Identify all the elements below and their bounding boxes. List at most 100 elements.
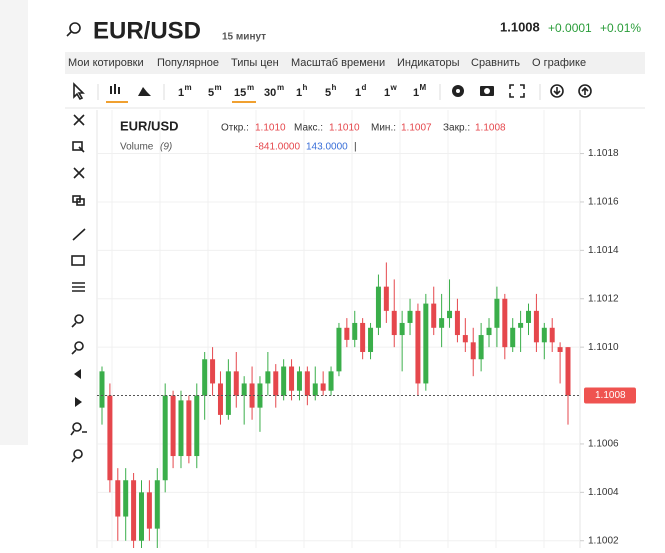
candle-body [138,492,144,541]
candle-body [202,359,208,396]
legend-value: 1.1010 [329,123,360,134]
menu-item[interactable]: Индикаторы [397,57,460,69]
scroll-right[interactable] [75,397,82,407]
candle-body [439,318,445,328]
volume-label: Volume [120,142,154,153]
tool[interactable] [73,167,85,179]
candle-body [296,371,302,391]
timeframe-unit[interactable]: m [185,83,192,92]
timeframe[interactable]: 1 [355,87,361,99]
timeframe[interactable]: 15 [234,87,246,99]
side-panel [0,0,28,445]
candle-body [407,310,413,323]
timeframe-unit[interactable]: d [362,83,367,92]
candle-body [217,383,223,415]
candle-body [533,310,539,343]
settings-icon[interactable] [452,85,464,97]
search-icon[interactable] [66,22,81,37]
timeframe-unit[interactable]: m [247,83,254,92]
menu-item[interactable]: Типы цен [231,57,279,69]
fullscreen-icon[interactable] [509,84,525,98]
candle-body [115,480,121,517]
menu-item[interactable]: Популярное [157,57,219,69]
timeframe[interactable]: 5 [208,87,214,99]
close-tool[interactable] [73,114,85,126]
candle-body [289,366,295,391]
candle-body [360,322,366,352]
legend-label: Макс.: [294,123,323,134]
tool[interactable] [72,195,85,206]
candle-body [146,492,152,529]
candle-body [170,395,176,457]
legend-label: Закр.: [443,123,470,134]
candle-body [486,327,492,336]
candle-body [541,327,547,343]
menu-item[interactable]: Мои котировки [68,57,144,69]
candle-body [225,371,231,415]
candle-body [273,371,279,396]
active-timeframe [232,101,256,103]
timeframe-unit[interactable]: h [332,83,337,92]
candle-body [447,310,453,319]
timeframe[interactable]: 5 [325,87,331,99]
candle-body [494,298,500,328]
candle-body [383,286,389,311]
legend-label: Мин.: [371,123,396,134]
change-pct: +0.01% [600,21,641,35]
candle-body [502,298,508,348]
zoom-out-tool[interactable] [71,341,84,355]
timeframe-unit[interactable]: m [215,83,222,92]
fib-tool[interactable] [72,282,85,292]
candle-type[interactable] [106,84,128,103]
menu-item[interactable]: Сравнить [471,57,520,69]
upload-icon[interactable] [578,84,592,98]
candle-body [304,371,310,396]
timeframe[interactable]: 1 [296,87,302,99]
legend-value: 1.1007 [401,123,432,134]
candle-body [391,310,397,336]
menu-item[interactable]: О графике [532,57,586,69]
camera-icon[interactable] [480,86,494,96]
candle-body [423,303,429,384]
grid [97,110,584,548]
tool[interactable] [71,449,83,463]
candle-body [178,400,184,457]
candle-body [415,310,421,384]
candle-body [368,327,374,352]
rect-tool[interactable] [71,255,85,266]
y-tick-label: 1.1014 [588,245,619,256]
timeframe[interactable]: 1 [413,87,419,99]
zoom-in-tool[interactable] [71,314,84,328]
timeframe-unit[interactable]: w [390,83,398,92]
candle-body [162,395,168,481]
candle-body [210,359,216,384]
y-tick-label: 1.1012 [588,293,619,304]
timeframe-unit[interactable]: h [303,83,308,92]
legend-value: 1.1010 [255,123,286,134]
menu-item[interactable]: Масштаб времени [291,57,385,69]
area-type[interactable] [138,87,151,96]
candle-body [454,310,460,336]
y-tick-label: 1.1006 [588,439,619,450]
tool[interactable] [72,141,85,153]
line-tool[interactable] [72,228,86,241]
legend-label: Откр.: [221,123,249,134]
y-tick-label: 1.1010 [588,342,619,353]
download-icon[interactable] [550,84,564,98]
timeframe[interactable]: 1 [178,87,184,99]
candle-body [518,322,524,328]
timeframe-unit[interactable]: M [420,83,427,92]
timeframe[interactable]: 1 [384,87,390,99]
candle-body [241,383,247,396]
y-tick-label: 1.1016 [588,197,619,208]
cursor-tool[interactable] [73,82,85,101]
tool[interactable] [70,422,87,436]
scroll-left[interactable] [74,369,81,379]
change: +0.0001 [548,21,592,35]
candle-body [265,371,271,384]
volume-param: (9) [160,142,172,153]
timeframe[interactable]: 30 [264,87,276,99]
candle-body [257,383,263,408]
timeframe-unit[interactable]: m [277,83,284,92]
